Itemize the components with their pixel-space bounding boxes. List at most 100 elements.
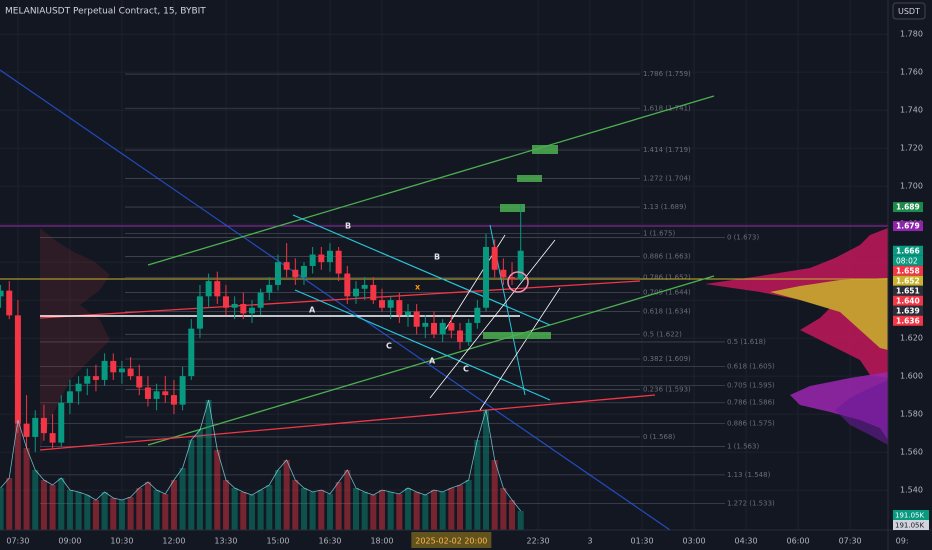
trendline-red bbox=[39, 280, 641, 319]
fib-label: 0.705 (1.595) bbox=[727, 382, 775, 390]
candle-body bbox=[179, 376, 186, 405]
candle-body bbox=[326, 250, 333, 263]
fib-label: 1.272 (1.533) bbox=[727, 499, 775, 507]
volume-bar bbox=[483, 410, 490, 530]
candle-body bbox=[23, 423, 30, 437]
volume-bar bbox=[127, 497, 134, 530]
volume-bar bbox=[188, 440, 195, 530]
candle-body bbox=[162, 391, 169, 396]
currency-label: USDT bbox=[898, 7, 920, 16]
fib-label: 1.13 (1.548) bbox=[727, 471, 771, 479]
volume-bar bbox=[58, 478, 65, 530]
volume-bar bbox=[84, 495, 91, 530]
price-label: 1.636 bbox=[896, 316, 920, 325]
x-tick-label: 3 bbox=[587, 537, 592, 546]
fib-label: 0 (1.568) bbox=[643, 433, 675, 441]
candle-body bbox=[240, 303, 247, 314]
volume-profile-purple bbox=[790, 372, 888, 440]
target-box bbox=[483, 332, 551, 339]
volume-bar bbox=[439, 492, 446, 530]
annotation: A bbox=[309, 306, 316, 315]
volume-bar bbox=[352, 488, 359, 530]
currency-button[interactable] bbox=[892, 2, 926, 20]
volume-bar bbox=[110, 498, 117, 530]
x-tick-label: 01:30 bbox=[631, 537, 654, 546]
price-label: 1.666 bbox=[896, 246, 920, 255]
candle-body bbox=[361, 284, 368, 289]
volume-bar bbox=[300, 488, 307, 530]
volume-bar bbox=[144, 482, 151, 530]
fib-label: 1.272 (1.704) bbox=[643, 175, 691, 183]
fib-label: 0 (1.673) bbox=[727, 233, 759, 241]
channel-upper bbox=[147, 95, 715, 266]
fib-label: 1.786 (1.759) bbox=[643, 70, 691, 78]
fib-label: 0.618 (1.605) bbox=[727, 363, 775, 371]
volume-bar bbox=[274, 470, 281, 530]
volume-bar bbox=[179, 468, 186, 530]
y-tick-label: 1.780 bbox=[900, 30, 923, 39]
volume-bar bbox=[465, 480, 472, 530]
candle-body bbox=[196, 296, 203, 329]
fib-label: 0.5 (1.618) bbox=[727, 338, 766, 346]
volume-profile-dark bbox=[835, 380, 888, 445]
candle-body bbox=[0, 290, 4, 297]
candle-body bbox=[49, 433, 56, 443]
channel-lower bbox=[147, 275, 715, 446]
price-label-box bbox=[893, 315, 923, 326]
y-tick-label: 1.700 bbox=[900, 182, 923, 191]
candle-body bbox=[344, 273, 351, 297]
volume-bar bbox=[387, 492, 394, 530]
candle-body bbox=[92, 376, 99, 380]
candle-body bbox=[439, 322, 446, 335]
volume-bar bbox=[170, 480, 177, 530]
crosshair-time-label: 2025-02-02 20:00 bbox=[415, 537, 487, 546]
candle-body bbox=[387, 300, 394, 308]
x-tick-label: 15:00 bbox=[266, 537, 289, 546]
volume-bar bbox=[266, 485, 273, 530]
volume-bar bbox=[413, 492, 420, 530]
volume-bar bbox=[326, 494, 333, 530]
fib-label: 0.705 (1.644) bbox=[643, 289, 691, 297]
candle-body bbox=[136, 376, 143, 388]
candle-body bbox=[66, 391, 73, 403]
volume-bar bbox=[500, 488, 507, 530]
fib-label: 1 (1.563) bbox=[727, 442, 759, 450]
candle-body bbox=[101, 360, 108, 380]
volume-bar bbox=[214, 450, 221, 530]
volume-label-box bbox=[893, 510, 929, 520]
price-label: 1.640 bbox=[896, 296, 920, 305]
price-label: 1.639 bbox=[896, 306, 920, 315]
volume-bar bbox=[283, 460, 290, 530]
y-tick-label: 1.580 bbox=[900, 410, 923, 419]
fib-label: 0.886 (1.663) bbox=[643, 252, 691, 260]
volume-bar bbox=[309, 492, 316, 530]
candle-body bbox=[266, 284, 273, 293]
volume-profile-left bbox=[40, 228, 110, 450]
y-tick-label: 1.620 bbox=[900, 334, 923, 343]
volume-profile-yellow bbox=[770, 278, 888, 350]
volume-bar bbox=[153, 490, 160, 530]
candle-body bbox=[188, 328, 195, 377]
x-tick-label: 16:30 bbox=[318, 537, 341, 546]
x-tick-label: 09:00 bbox=[58, 537, 81, 546]
volume-bar bbox=[378, 490, 385, 530]
volume-bar bbox=[14, 420, 21, 530]
price-label-box bbox=[893, 265, 923, 276]
volume-bar bbox=[205, 400, 212, 530]
x-tick-label: 13:30 bbox=[214, 537, 237, 546]
candle-body bbox=[335, 250, 342, 274]
candle-body bbox=[231, 303, 238, 308]
candle-body bbox=[205, 281, 212, 297]
candle-body bbox=[378, 300, 385, 308]
volume-bar bbox=[136, 488, 143, 530]
candle-body bbox=[170, 395, 177, 405]
volume-bar bbox=[23, 448, 30, 530]
price-label: 1.679 bbox=[896, 222, 920, 231]
annotation: x bbox=[415, 283, 421, 292]
volume-bar bbox=[491, 460, 498, 530]
x-tick-label: 03:00 bbox=[683, 537, 706, 546]
volume-bar bbox=[6, 478, 13, 530]
volume-bar bbox=[292, 480, 299, 530]
fib-label: 1.618 (1.741) bbox=[643, 104, 691, 112]
